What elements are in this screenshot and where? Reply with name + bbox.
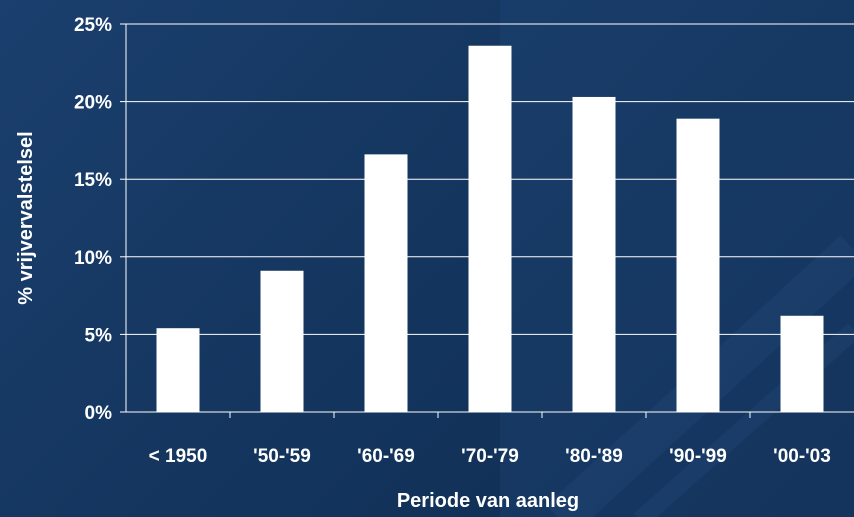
y-axis-title: % vrijvervalstelsel bbox=[15, 131, 37, 304]
x-tick-label: < 1950 bbox=[149, 446, 208, 467]
bar bbox=[364, 154, 408, 413]
bar bbox=[260, 270, 304, 412]
x-tick-label: '80-'89 bbox=[565, 446, 623, 467]
axes bbox=[125, 24, 854, 418]
y-tick-label: 10% bbox=[74, 248, 112, 269]
x-axis-title: Periode van aanleg bbox=[397, 490, 579, 512]
x-tick-label: '90-'99 bbox=[669, 446, 727, 467]
y-tick-labels: 0% 5% 10% 15% 20% 25% bbox=[74, 15, 112, 424]
y-tick-label: 20% bbox=[74, 93, 112, 114]
x-tick-label: '60-'69 bbox=[357, 446, 415, 467]
bar bbox=[676, 118, 720, 412]
bar bbox=[572, 96, 616, 412]
bars bbox=[156, 45, 824, 413]
y-tick-label: 15% bbox=[74, 170, 112, 191]
bar bbox=[468, 45, 512, 413]
x-tick-label: '70-'79 bbox=[461, 446, 519, 467]
bar bbox=[780, 315, 824, 412]
background-decor bbox=[500, 0, 854, 517]
y-tick-label: 25% bbox=[74, 15, 112, 36]
x-tick-labels: < 1950 '50-'59 '60-'69 '70-'79 '80-'89 '90-'9… bbox=[149, 446, 831, 467]
bar bbox=[156, 328, 200, 412]
y-tick-label: 0% bbox=[85, 403, 113, 424]
x-tick-label: '50-'59 bbox=[253, 446, 311, 467]
y-tick-label: 5% bbox=[85, 325, 113, 346]
x-tick-label: '00-'03 bbox=[773, 446, 831, 467]
